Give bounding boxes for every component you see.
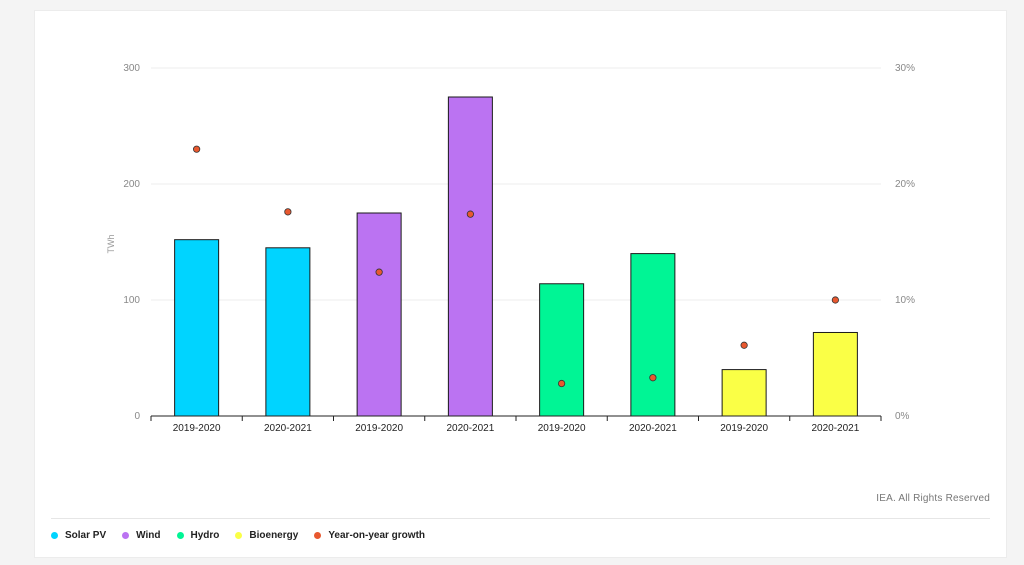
- bar-wind: [356, 212, 402, 417]
- bar-bioenergy: [812, 331, 858, 417]
- bar-hydro: [539, 283, 585, 417]
- bar-hydro: [630, 253, 676, 417]
- legend-swatch: [314, 532, 322, 539]
- growth-point: [375, 268, 383, 276]
- bar-solar-pv: [265, 247, 311, 417]
- x-tick-label: 2020-2021: [629, 423, 677, 434]
- y2-tick-label: 10%: [895, 295, 915, 306]
- x-tick-label: 2019-2020: [355, 423, 403, 434]
- legend-item-bioenergy[interactable]: Bioenergy: [235, 530, 298, 541]
- legend-label: Bioenergy: [249, 530, 299, 541]
- legend-divider: [51, 518, 990, 519]
- bar-wind: [447, 96, 493, 417]
- legend-swatch: [51, 532, 58, 539]
- x-tick-label: 2019-2020: [173, 423, 221, 434]
- legend-swatch: [176, 532, 184, 539]
- credit-text: IEA. All Rights Reserved: [876, 493, 990, 504]
- y-tick-label: 100: [123, 295, 140, 306]
- growth-point: [740, 341, 748, 349]
- legend-label: Solar PV: [65, 530, 107, 541]
- x-tick-label: 2020-2021: [811, 423, 859, 434]
- chart-legend: Solar PV Wind Hydro Bioenergy Year-on-year g…: [51, 530, 441, 541]
- legend-item-solar-pv[interactable]: Solar PV: [51, 530, 106, 541]
- growth-point: [284, 208, 292, 216]
- legend-swatch: [122, 532, 130, 539]
- x-tick-label: 2019-2020: [720, 423, 768, 434]
- legend-item-wind[interactable]: Wind: [122, 530, 161, 541]
- legend-item-hydro[interactable]: Hydro: [176, 530, 220, 541]
- legend-label: Hydro: [190, 530, 220, 541]
- bar-solar-pv: [174, 239, 220, 417]
- legend-item-year-on-year-growth[interactable]: Year-on-year growth: [314, 530, 425, 541]
- growth-point: [649, 374, 657, 382]
- growth-point: [193, 145, 201, 153]
- growth-point: [831, 296, 839, 304]
- chart-card: 0 100 200 300 0% 10% 20% 30% TWh 2019-2020 2020-20…: [34, 10, 1007, 558]
- y2-tick-label: 20%: [895, 179, 915, 190]
- chart-plot: 0 100 200 300 0% 10% 20% 30% TWh 2019-2020 2020-20…: [106, 63, 915, 434]
- legend-swatch: [235, 532, 243, 539]
- y-axis-title: TWh: [106, 235, 116, 254]
- legend-label: Year-on-year growth: [328, 530, 426, 541]
- growth-point: [466, 210, 474, 218]
- growth-point: [558, 379, 566, 388]
- y-tick-label: 300: [123, 63, 140, 74]
- x-tick-label: 2019-2020: [538, 423, 586, 434]
- y2-tick-label: 30%: [895, 63, 915, 74]
- bar-bioenergy: [721, 369, 767, 417]
- y-tick-label: 200: [123, 179, 140, 190]
- y-tick-label: 0: [134, 411, 140, 422]
- x-tick-label: 2020-2021: [264, 423, 312, 434]
- legend-label: Wind: [136, 530, 161, 541]
- y2-tick-label: 0%: [895, 411, 910, 422]
- x-tick-label: 2020-2021: [446, 423, 494, 434]
